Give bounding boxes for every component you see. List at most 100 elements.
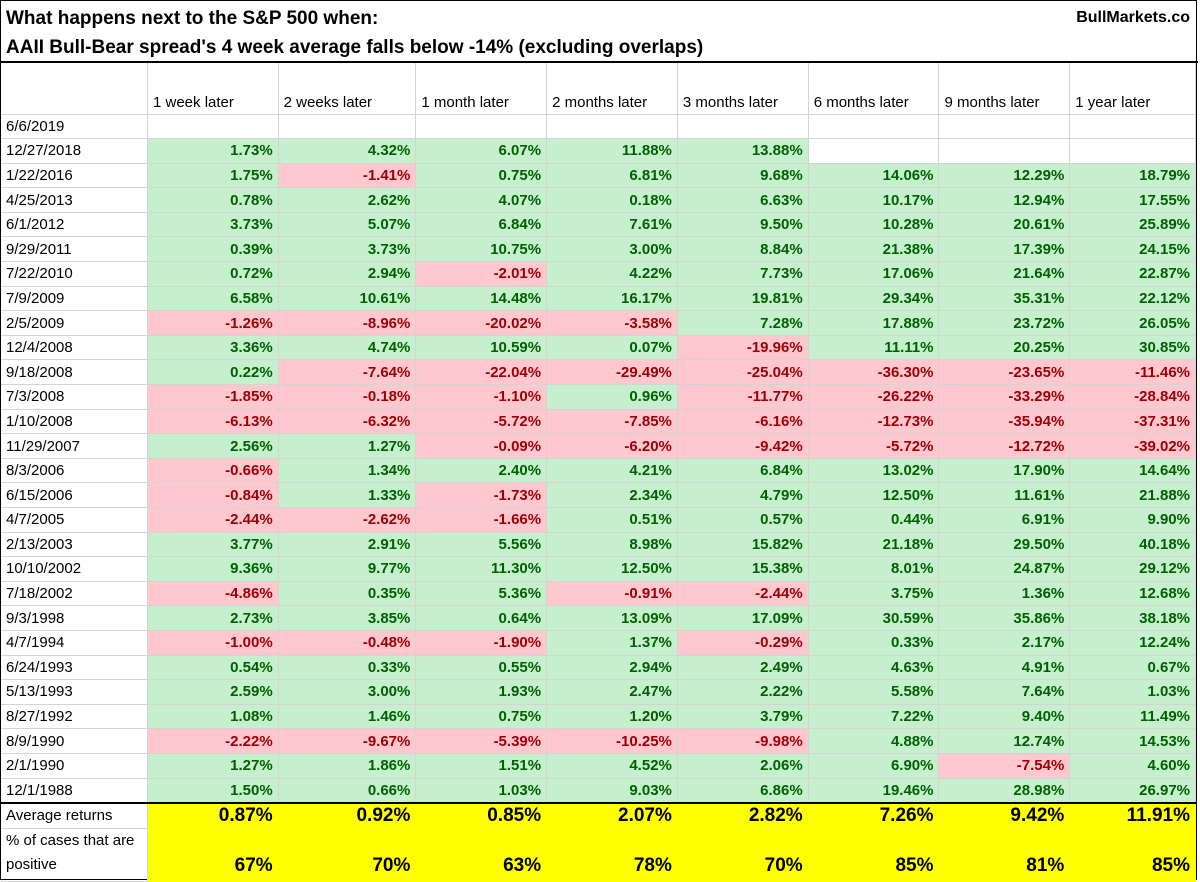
return-cell: 0.67% xyxy=(1069,655,1196,681)
return-cell: -1.85% xyxy=(147,384,279,410)
return-cell: 2.06% xyxy=(677,753,809,779)
return-cell: 2.62% xyxy=(278,187,417,213)
column-header: 9 months later xyxy=(938,63,1071,115)
return-cell xyxy=(938,138,1071,164)
return-cell: 4.88% xyxy=(808,728,940,754)
return-cell: 14.64% xyxy=(1069,458,1196,484)
table-row: 6/15/2006 -0.84% 1.33% -1.73% 2.34% 4.79% 12.5… xyxy=(1,482,1196,508)
return-cell: 3.00% xyxy=(278,679,417,705)
return-cell: -28.84% xyxy=(1069,384,1196,410)
return-cell: 12.94% xyxy=(938,187,1071,213)
return-cell: 1.27% xyxy=(278,433,417,459)
table-row: 9/3/1998 2.73% 3.85% 0.64% 13.09% 17.09% 30.59… xyxy=(1,605,1196,631)
return-cell: 1.20% xyxy=(546,704,678,730)
return-cell: 2.34% xyxy=(546,482,678,508)
return-cell: 7.28% xyxy=(677,310,809,336)
return-cell: 4.91% xyxy=(938,655,1071,681)
return-cell: 1.75% xyxy=(147,163,279,189)
return-cell xyxy=(278,114,417,140)
return-cell: 1.37% xyxy=(546,630,678,656)
row-date: 6/24/1993 xyxy=(1,655,148,681)
row-date: 5/13/1993 xyxy=(1,679,148,705)
return-cell: -5.72% xyxy=(415,409,548,435)
return-cell: 12.29% xyxy=(938,163,1071,189)
table-row: 6/1/2012 3.73% 5.07% 6.84% 7.61% 9.50% 10.28% 2… xyxy=(1,212,1196,238)
return-cell: -0.09% xyxy=(415,433,548,459)
row-date: 7/9/2009 xyxy=(1,286,148,312)
row-date: 1/22/2016 xyxy=(1,163,148,189)
return-cell: 6.81% xyxy=(546,163,678,189)
table-row: 12/1/1988 1.50% 0.66% 1.03% 9.03% 6.86% 19.46%… xyxy=(1,778,1196,804)
return-cell: 16.17% xyxy=(546,286,678,312)
return-cell: 1.86% xyxy=(278,753,417,779)
return-cell: 6.84% xyxy=(415,212,548,238)
return-cell: 0.44% xyxy=(808,507,940,533)
return-cell: 6.07% xyxy=(415,138,548,164)
return-cell: 0.55% xyxy=(415,655,548,681)
return-cell: 21.38% xyxy=(808,236,940,263)
return-cell: -1.41% xyxy=(278,163,417,189)
return-cell: 17.55% xyxy=(1069,187,1196,213)
return-cell: 7.22% xyxy=(808,704,940,730)
table-row: 11/29/2007 2.56% 1.27% -0.09% -6.20% -9.42% -5… xyxy=(1,433,1196,459)
return-cell: -0.48% xyxy=(278,630,417,656)
return-cell: -36.30% xyxy=(808,359,940,386)
return-cell: 2.94% xyxy=(546,655,678,681)
return-cell: 17.09% xyxy=(677,605,809,631)
return-cell: 20.61% xyxy=(938,212,1071,238)
table-row: 6/6/2019 xyxy=(1,114,1196,140)
return-cell: -11.77% xyxy=(677,384,809,410)
summary-label: % of cases that are positive xyxy=(1,828,148,882)
row-date: 8/27/1992 xyxy=(1,704,148,730)
return-cell: -29.49% xyxy=(546,359,678,386)
summary-value: 70% xyxy=(677,828,809,882)
return-cell: -0.29% xyxy=(677,630,809,656)
return-cell: 10.28% xyxy=(808,212,940,238)
row-date: 12/27/2018 xyxy=(1,138,148,164)
return-cell: 2.59% xyxy=(147,679,279,705)
return-cell xyxy=(1069,114,1196,140)
column-header: 2 months later xyxy=(546,63,678,115)
return-cell: 0.35% xyxy=(278,581,417,607)
return-cell: 1.36% xyxy=(938,581,1071,607)
return-cell: 2.22% xyxy=(677,679,809,705)
return-cell: 18.79% xyxy=(1069,163,1196,189)
return-cell: 8.98% xyxy=(546,532,678,558)
return-cell: 17.06% xyxy=(808,261,940,287)
return-cell: 20.25% xyxy=(938,335,1071,361)
row-date: 6/1/2012 xyxy=(1,212,148,238)
return-cell: 4.63% xyxy=(808,655,940,681)
return-cell: 21.18% xyxy=(808,532,940,558)
return-cell: 6.86% xyxy=(677,778,809,804)
table-row: 2/13/2003 3.77% 2.91% 5.56% 8.98% 15.82% 21.18… xyxy=(1,532,1196,558)
return-cell: 3.79% xyxy=(677,704,809,730)
brand-label: BullMarkets.co xyxy=(1076,9,1190,26)
return-cell: 2.47% xyxy=(546,679,678,705)
return-cell: 3.73% xyxy=(278,236,417,263)
return-cell: -20.02% xyxy=(415,310,548,336)
return-cell xyxy=(808,114,940,140)
return-cell: -26.22% xyxy=(808,384,940,410)
return-cell: 0.72% xyxy=(147,261,279,287)
summary-value: 0.87% xyxy=(147,801,279,830)
return-cell: 2.17% xyxy=(938,630,1071,656)
return-cell: 0.33% xyxy=(808,630,940,656)
return-cell: 5.07% xyxy=(278,212,417,238)
return-cell: 29.50% xyxy=(938,532,1071,558)
return-cell: 7.61% xyxy=(546,212,678,238)
return-cell: 5.36% xyxy=(415,581,548,607)
table-row: 9/29/2011 0.39% 3.73% 10.75% 3.00% 8.84% 21.38… xyxy=(1,236,1196,263)
return-cell: 1.93% xyxy=(415,679,548,705)
return-cell: -12.73% xyxy=(808,409,940,435)
return-cell: 0.66% xyxy=(278,778,417,804)
table-row: 8/9/1990 -2.22% -9.67% -5.39% -10.25% -9.98% 4… xyxy=(1,728,1196,754)
return-cell: 9.90% xyxy=(1069,507,1196,533)
return-cell: 9.03% xyxy=(546,778,678,804)
return-cell: 8.84% xyxy=(677,236,809,263)
table-row: 7/22/2010 0.72% 2.94% -2.01% 4.22% 7.73% 17.06… xyxy=(1,261,1196,287)
return-cell: 40.18% xyxy=(1069,532,1196,558)
return-cell: 6.63% xyxy=(677,187,809,213)
return-cell: 15.38% xyxy=(677,556,809,582)
table-row: 9/18/2008 0.22% -7.64% -22.04% -29.49% -25.04… xyxy=(1,359,1196,386)
return-cell xyxy=(1069,138,1196,164)
